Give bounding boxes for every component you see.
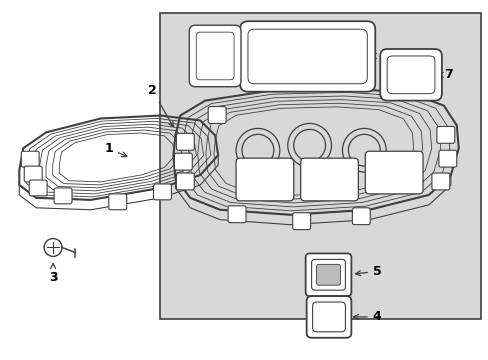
FancyBboxPatch shape xyxy=(29,180,47,196)
Text: 2: 2 xyxy=(148,84,173,127)
FancyBboxPatch shape xyxy=(24,166,42,182)
Text: 7: 7 xyxy=(437,68,452,81)
FancyBboxPatch shape xyxy=(380,49,441,100)
FancyBboxPatch shape xyxy=(365,151,422,194)
Text: 1: 1 xyxy=(104,142,126,157)
FancyBboxPatch shape xyxy=(176,173,194,190)
FancyBboxPatch shape xyxy=(240,21,374,92)
FancyBboxPatch shape xyxy=(108,194,126,210)
FancyBboxPatch shape xyxy=(189,25,241,87)
FancyBboxPatch shape xyxy=(436,126,454,143)
FancyBboxPatch shape xyxy=(292,213,310,230)
Text: 6: 6 xyxy=(371,49,388,63)
FancyBboxPatch shape xyxy=(305,253,351,296)
Text: 3: 3 xyxy=(49,264,57,284)
FancyBboxPatch shape xyxy=(54,188,72,204)
FancyBboxPatch shape xyxy=(153,184,171,200)
FancyBboxPatch shape xyxy=(208,107,225,123)
FancyBboxPatch shape xyxy=(300,158,358,201)
FancyBboxPatch shape xyxy=(431,173,449,190)
Circle shape xyxy=(44,239,62,256)
FancyBboxPatch shape xyxy=(227,206,245,223)
FancyBboxPatch shape xyxy=(176,133,194,150)
FancyBboxPatch shape xyxy=(438,150,456,167)
FancyBboxPatch shape xyxy=(306,296,351,338)
Text: 5: 5 xyxy=(355,265,381,278)
FancyBboxPatch shape xyxy=(160,13,480,319)
FancyBboxPatch shape xyxy=(352,208,369,225)
FancyBboxPatch shape xyxy=(21,151,39,167)
FancyBboxPatch shape xyxy=(174,153,192,170)
FancyBboxPatch shape xyxy=(316,264,340,285)
Text: 4: 4 xyxy=(353,310,381,323)
FancyBboxPatch shape xyxy=(236,158,293,201)
